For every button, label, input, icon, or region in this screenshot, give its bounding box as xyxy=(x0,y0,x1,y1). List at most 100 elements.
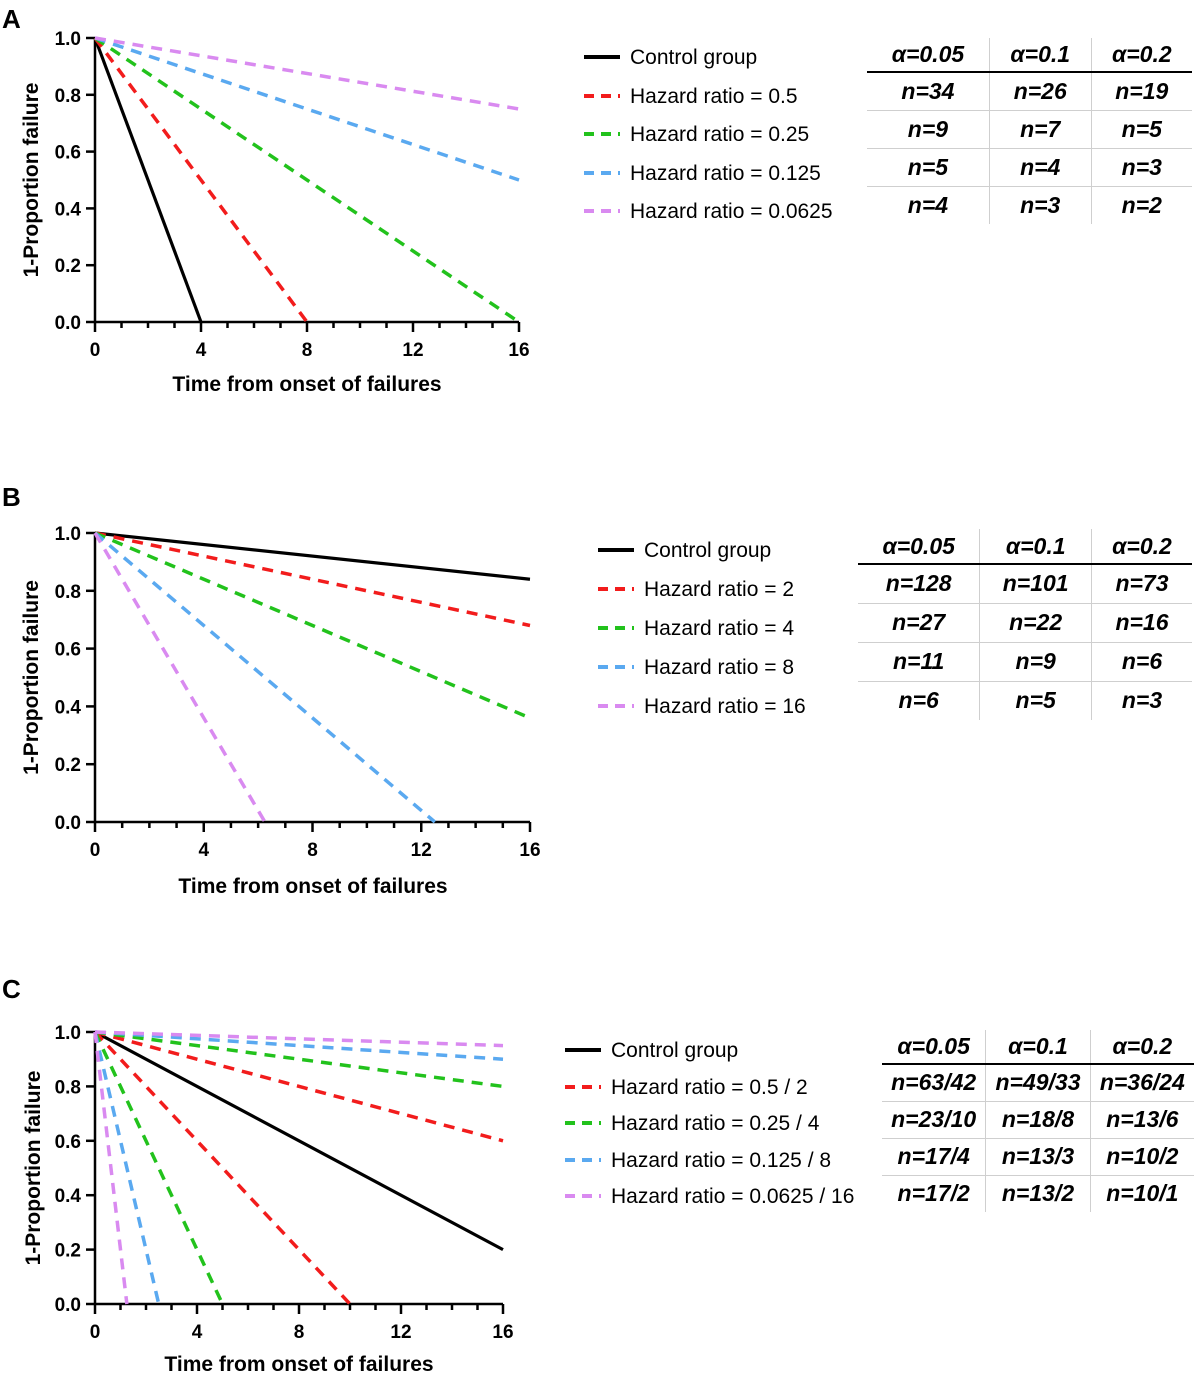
chart-a-x-tick-label: 4 xyxy=(196,340,207,361)
panel-letter-b: B xyxy=(2,482,21,512)
table-a: α=0.05 α=0.1 α=0.2 n=34 n=26 n=19 n=9 n=7 n=5 n=5… xyxy=(867,38,1192,224)
legend-b-item: Hazard ratio = 16 xyxy=(598,692,898,722)
chart-b-y-axis-title: 1-Proportion failure xyxy=(20,580,43,775)
chart-a-y-tick-label: 0.0 xyxy=(55,313,81,334)
chart-c-y-tick-label: 0.4 xyxy=(55,1186,82,1207)
chart-b-x-tick-label: 16 xyxy=(519,840,540,861)
legend-c-item: Hazard ratio = 0.0625 / 16 xyxy=(565,1182,865,1212)
legend-a-label: Control group xyxy=(630,46,758,69)
table-c-cell: n=36/24 xyxy=(1089,1063,1194,1102)
table-a-cell: n=7 xyxy=(988,109,1092,149)
table-c-cell: n=23/10 xyxy=(882,1100,987,1139)
chart-a-y-tick-label: 0.8 xyxy=(55,86,81,107)
table-a-cell: n=5 xyxy=(1090,109,1192,149)
table-a-cell: n=34 xyxy=(867,71,990,111)
table-c-header: α=0.1 xyxy=(985,1030,1091,1065)
table-b-cell: n=6 xyxy=(1090,641,1192,682)
chart-b-series-0-line xyxy=(94,531,531,581)
legend-b-item: Hazard ratio = 2 xyxy=(598,575,898,605)
table-b-cell: n=9 xyxy=(979,641,1092,682)
chart-c-x-tick-label: 4 xyxy=(192,1322,203,1343)
legend-b-swatch xyxy=(598,665,634,669)
chart-c-y-tick-label: 0.6 xyxy=(55,1132,81,1153)
panel-letter-a: A xyxy=(2,4,21,34)
legend-a-item: Hazard ratio = 0.125 xyxy=(584,159,884,189)
table-b-cell: n=11 xyxy=(858,641,981,682)
chart-b-series-4-line xyxy=(93,532,267,823)
legend-a-item: Hazard ratio = 0.0625 xyxy=(584,197,884,227)
legend-b-swatch xyxy=(598,626,634,630)
table-b-cell: n=6 xyxy=(858,680,981,720)
legend-b-label: Hazard ratio = 8 xyxy=(644,656,794,679)
table-c-row: n=17/4 n=13/3 n=10/2 xyxy=(882,1137,1194,1176)
table-a-row: n=5 n=4 n=3 xyxy=(867,147,1192,187)
table-b-cell: n=73 xyxy=(1090,563,1192,604)
chart-a-series-3-line xyxy=(94,36,520,182)
legend-c-swatch xyxy=(565,1194,601,1198)
table-c-cell: n=10/1 xyxy=(1089,1174,1194,1212)
legend-a-item: Hazard ratio = 0.5 xyxy=(584,82,884,112)
chart-a-y-tick-label: 0.6 xyxy=(55,143,81,164)
table-a-cell: n=4 xyxy=(867,185,990,224)
chart-b-y-tick-label: 1.0 xyxy=(55,524,81,545)
chart-c-series-2-line-1 xyxy=(93,1031,225,1305)
chart-a-x-tick-label: 12 xyxy=(402,340,423,361)
chart-c-x-tick-label: 8 xyxy=(294,1322,305,1343)
legend-c-swatch xyxy=(565,1121,601,1125)
chart-a-series-0-line xyxy=(93,37,203,323)
chart-b-y-tick-label: 0.8 xyxy=(55,582,81,603)
legend-b-item: Control group xyxy=(598,536,898,566)
legend-c-swatch xyxy=(565,1084,601,1089)
table-c-header: α=0.2 xyxy=(1089,1030,1194,1065)
table-b-header: α=0.05 xyxy=(858,529,981,565)
chart-a-y-tick-label: 0.4 xyxy=(55,199,82,220)
table-b-row: n=11 n=9 n=6 xyxy=(858,641,1192,682)
chart-b-y-tick-label: 0.0 xyxy=(55,813,81,834)
table-a-header: α=0.05 xyxy=(867,38,990,73)
legend-a-swatch xyxy=(584,132,620,136)
legend-c-item: Hazard ratio = 0.125 / 8 xyxy=(565,1146,865,1176)
table-c-row: n=63/42 n=49/33 n=36/24 xyxy=(882,1063,1194,1102)
legend-b-item: Hazard ratio = 4 xyxy=(598,614,898,644)
chart-c-series-0-line xyxy=(94,1030,504,1252)
legend-a-swatch xyxy=(584,170,620,175)
table-c-row: n=23/10 n=18/8 n=13/6 xyxy=(882,1100,1194,1139)
table-a-cell: n=2 xyxy=(1090,185,1192,224)
legend-c-label: Hazard ratio = 0.125 / 8 xyxy=(611,1148,832,1172)
chart-a-series-4-line xyxy=(94,36,520,111)
chart-b-y-tick-label: 0.6 xyxy=(55,640,81,661)
table-a-cell: n=5 xyxy=(867,147,990,187)
legend-a-item: Control group xyxy=(584,43,884,73)
legend-b-label: Hazard ratio = 16 xyxy=(644,695,806,718)
chart-c-x-tick-label: 0 xyxy=(90,1322,101,1343)
chart-a-x-tick-label: 16 xyxy=(508,340,529,361)
table-b-row: n=128 n=101 n=73 xyxy=(858,563,1192,604)
chart-b-x-tick-label: 4 xyxy=(198,840,209,861)
table-b-cell: n=22 xyxy=(979,602,1092,643)
table-c-row: n=17/2 n=13/2 n=10/1 xyxy=(882,1174,1194,1212)
table-c: α=0.05 α=0.1 α=0.2 n=63/42 n=49/33 n=36/24 n=2… xyxy=(882,1030,1194,1212)
table-a-row: n=9 n=7 n=5 xyxy=(867,109,1192,149)
table-a-row: n=4 n=3 n=2 xyxy=(867,185,1192,224)
legend-b-item: Hazard ratio = 8 xyxy=(598,653,898,683)
table-c-cell: n=17/2 xyxy=(882,1174,987,1212)
table-a-cell: n=26 xyxy=(988,71,1092,111)
legend-c-swatch xyxy=(565,1048,601,1052)
chart-c-series-3-line-1 xyxy=(93,1031,161,1305)
legend-b-label: Hazard ratio = 2 xyxy=(644,578,794,601)
chart-c-series-1-line-0 xyxy=(94,1030,504,1143)
table-c-cell: n=49/33 xyxy=(985,1063,1091,1102)
chart-b-series-1-line xyxy=(94,531,531,628)
table-a-row: n=34 n=26 n=19 xyxy=(867,71,1192,111)
legend-b-label: Control group xyxy=(644,539,772,562)
legend-a-item: Hazard ratio = 0.25 xyxy=(584,120,884,150)
chart-a-x-tick-label: 8 xyxy=(302,340,313,361)
legend-a-label: Hazard ratio = 0.25 xyxy=(630,123,810,146)
table-c-cell: n=10/2 xyxy=(1089,1137,1194,1176)
chart-b-series-3-line xyxy=(93,531,436,824)
chart-b-series-2-line xyxy=(94,531,531,720)
chart-a-series-1-line xyxy=(93,36,309,324)
chart-c-series-2-line-0 xyxy=(94,1030,504,1089)
chart-b-x-tick-label: 0 xyxy=(90,840,101,861)
table-b: α=0.05 α=0.1 α=0.2 n=128 n=101 n=73 n=27 n=22 n=… xyxy=(858,529,1192,720)
